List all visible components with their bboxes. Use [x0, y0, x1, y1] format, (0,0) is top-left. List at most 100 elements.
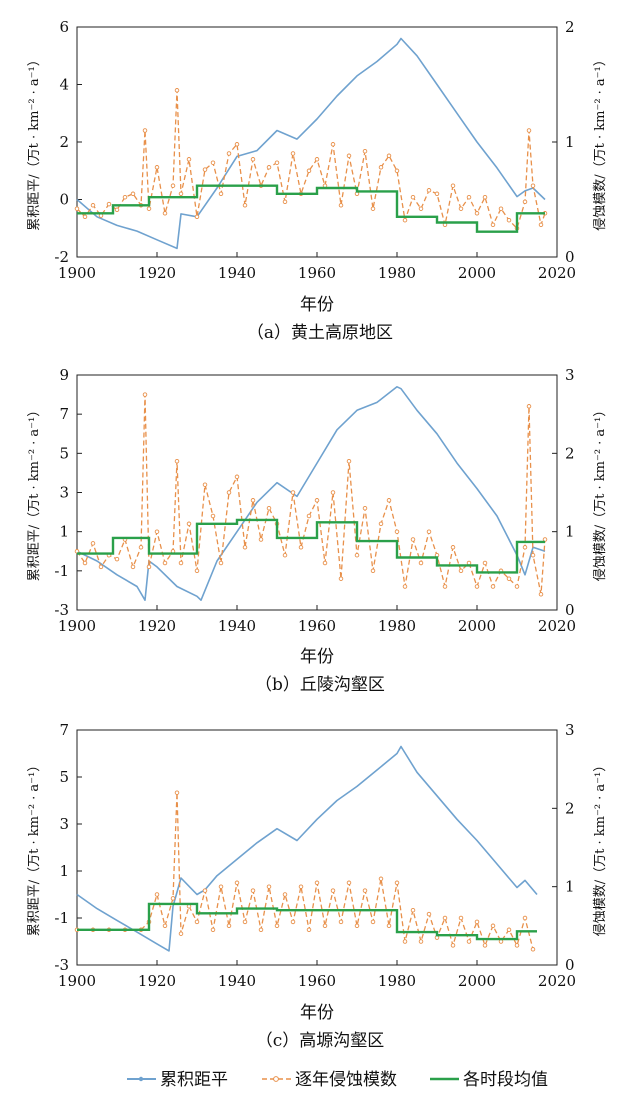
series-line-mean — [77, 518, 545, 574]
series-line-cumulative — [76, 745, 538, 952]
x-tick-label: 1980 — [378, 617, 416, 635]
series-point-annual — [90, 203, 96, 208]
series-point-annual — [250, 498, 256, 503]
series-point-annual — [378, 876, 384, 882]
series-point-annual — [154, 892, 160, 897]
series-point-annual — [170, 896, 176, 901]
series-point-annual — [402, 584, 408, 589]
series-point-annual — [410, 537, 416, 542]
series-point-annual — [234, 880, 240, 886]
series-point-annual — [370, 206, 376, 211]
series-point-annual — [418, 939, 424, 944]
series-point-annual — [218, 560, 224, 566]
x-tick-label: 1940 — [218, 264, 256, 282]
series-point-annual — [162, 560, 168, 566]
series-point-annual — [186, 521, 192, 527]
y2-axis-label: 侵蚀模数/（万t · km⁻² · a⁻¹） — [592, 759, 608, 937]
y-axis-label: 累积距平/（万t · km⁻² · a⁻¹） — [27, 404, 42, 582]
series-point-annual — [178, 560, 184, 566]
series-point-annual — [306, 168, 312, 174]
series-point-annual — [266, 165, 272, 170]
series-point-annual — [226, 151, 232, 156]
series-point-annual — [506, 927, 512, 933]
series-point-annual — [142, 128, 148, 133]
y-tick-label: -3 — [54, 601, 69, 619]
series-point-annual — [210, 927, 216, 933]
x-tick-label: 1900 — [58, 617, 96, 635]
series-point-annual — [82, 560, 88, 566]
series-point-annual — [242, 203, 248, 208]
series-point-annual — [202, 482, 208, 487]
charts-group: 1900 1920 1940 1960 1980 2000 2020-20246012累积距… — [27, 18, 608, 1051]
series-point-annual — [474, 211, 480, 216]
series-point-annual — [378, 521, 384, 527]
series-point-annual — [202, 888, 208, 893]
series-point-annual — [194, 568, 200, 574]
series-point-annual — [98, 564, 104, 570]
series-point-annual — [522, 915, 528, 921]
series-point-annual — [218, 884, 224, 889]
y-tick-label: -1 — [54, 909, 69, 927]
series-point-annual — [530, 947, 536, 952]
y2-tick-label: 0 — [565, 248, 575, 266]
series-point-annual — [490, 222, 496, 228]
series-point-annual — [490, 923, 496, 929]
series-point-annual — [170, 183, 176, 188]
y2-tick-label: 2 — [565, 18, 575, 36]
series-point-annual — [242, 919, 248, 925]
series-point-annual — [386, 498, 392, 503]
series-point-annual — [426, 529, 432, 534]
y-axis-label: 累积距平/（万t · km⁻² · a⁻¹） — [27, 53, 42, 231]
series-point-annual — [354, 552, 360, 558]
series-point-annual — [386, 923, 392, 929]
y2-tick-label: 2 — [565, 799, 575, 817]
series-point-annual — [450, 545, 456, 550]
series-point-annual — [522, 545, 528, 550]
series-point-annual — [298, 884, 304, 889]
y2-axis-label: 侵蚀模数/（万t · km⁻² · a⁻¹） — [592, 404, 608, 582]
y-tick-label: 2 — [59, 133, 69, 151]
series-point-annual — [506, 576, 512, 581]
series-point-annual — [114, 207, 120, 213]
series-point-annual — [130, 191, 136, 197]
y-tick-label: -2 — [54, 248, 69, 266]
legend-item-cumulative: 累积距平 — [127, 1070, 228, 1090]
series-point-annual — [498, 206, 504, 211]
series-point-annual — [426, 188, 432, 193]
y2-tick-label: 3 — [565, 721, 575, 739]
series-point-annual — [290, 919, 296, 925]
series-point-annual — [482, 194, 488, 200]
series-point-annual — [314, 880, 320, 886]
series-point-annual — [82, 214, 88, 220]
series-point-annual — [378, 165, 384, 170]
series-point-annual — [418, 560, 424, 566]
y-tick-label: 4 — [59, 76, 69, 94]
chart-panel-2: 1900 1920 1940 1960 1980 2000 2020 -3 -1 1 3 5 7 9 0 1 2… — [27, 366, 608, 695]
series-point-annual — [114, 556, 120, 562]
chart-caption: （c）高塬沟壑区 — [256, 1031, 385, 1051]
series-point-annual — [338, 919, 344, 925]
series-point-annual — [178, 931, 184, 936]
x-tick-label: 1940 — [218, 617, 256, 635]
legend-label-annual: 逐年侵蚀模数 — [295, 1070, 397, 1090]
series-point-annual — [314, 157, 320, 162]
series-line-mean — [77, 902, 537, 941]
series-point-annual — [394, 529, 400, 534]
legend-label-cumulative: 累积距平 — [160, 1070, 228, 1090]
x-tick-label: 1960 — [298, 972, 336, 990]
series-point-annual — [226, 923, 232, 929]
series-point-annual — [210, 513, 216, 519]
series-point-annual — [362, 505, 368, 511]
series-point-annual — [434, 191, 440, 197]
y2-tick-label: 3 — [565, 366, 575, 384]
series-point-annual — [338, 203, 344, 208]
chart-caption: （a）黄土高原地区 — [247, 323, 393, 343]
series-point-annual — [162, 211, 168, 216]
series-point-annual — [402, 217, 408, 223]
series-point-annual — [234, 474, 240, 480]
series-point-annual — [526, 404, 532, 409]
y2-tick-label: 1 — [565, 878, 575, 896]
series-point-annual — [186, 157, 192, 162]
series-point-annual — [522, 199, 528, 205]
chart-caption: （b）丘陵沟壑区 — [255, 675, 385, 695]
